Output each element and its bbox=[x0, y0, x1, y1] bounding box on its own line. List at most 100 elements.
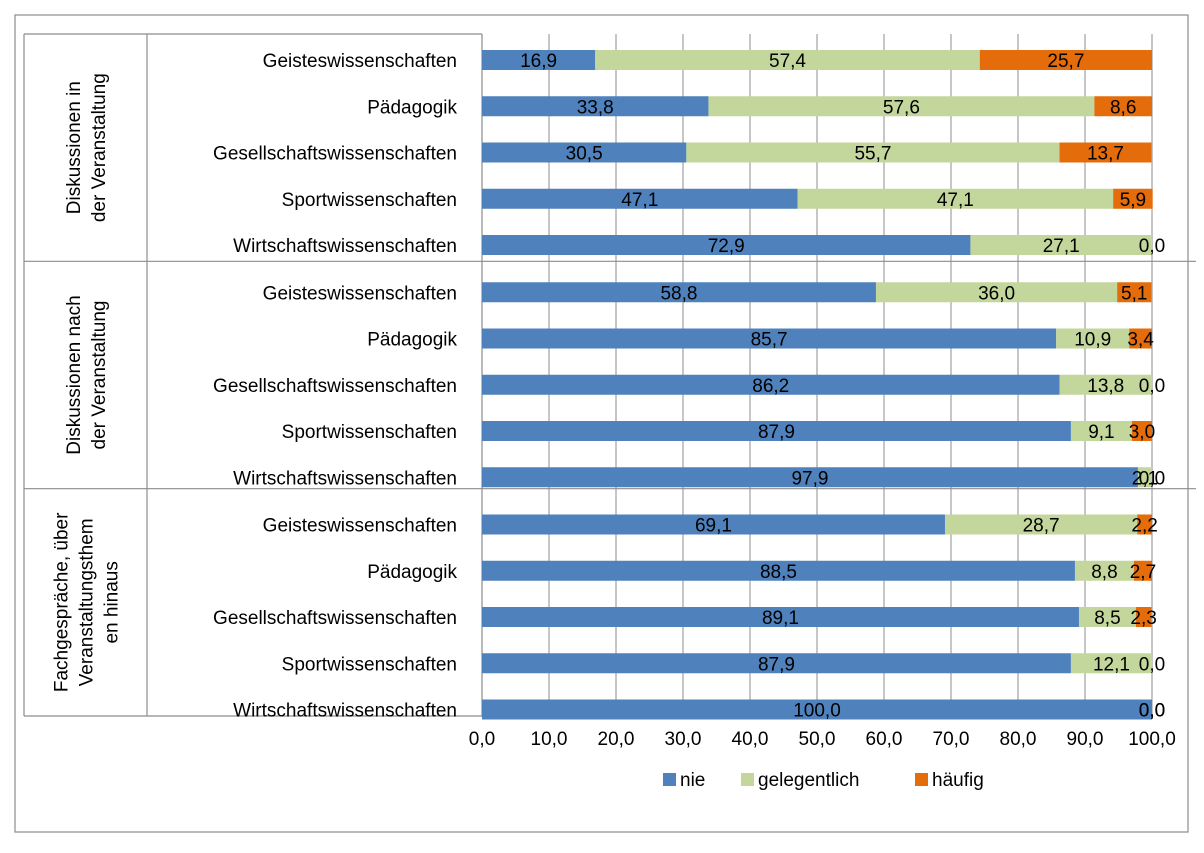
bar-segment-gelegentlich bbox=[797, 188, 1114, 209]
data-label: 55,7 bbox=[854, 144, 891, 165]
category-label: Sportwissenschaften bbox=[282, 654, 457, 675]
data-label: 72,9 bbox=[708, 236, 745, 257]
legend-swatch-gelegentlich bbox=[741, 773, 754, 786]
data-label: 0,0 bbox=[1139, 701, 1165, 722]
group-label: Fachgespräche, über bbox=[52, 512, 73, 692]
x-tick-label: 100,0 bbox=[1128, 729, 1176, 750]
data-label: 57,6 bbox=[883, 97, 920, 118]
bar-segment-häufig bbox=[1094, 96, 1152, 117]
data-label: 100,0 bbox=[793, 701, 841, 722]
group-label: der Veranstaltung bbox=[89, 301, 110, 450]
group-label: Veranstaltungsthem bbox=[77, 518, 98, 686]
data-label: 8,8 bbox=[1091, 562, 1117, 583]
bar-segment-gelegentlich bbox=[944, 514, 1138, 535]
data-label: 5,1 bbox=[1121, 283, 1147, 304]
data-label: 0,0 bbox=[1139, 468, 1165, 489]
x-tick-label: 70,0 bbox=[933, 729, 970, 750]
data-label: 13,7 bbox=[1087, 144, 1124, 165]
bar-segment-nie bbox=[482, 514, 945, 535]
legend-label: nie bbox=[680, 770, 705, 791]
x-tick-label: 10,0 bbox=[531, 729, 568, 750]
group-label: Diskussionen in bbox=[64, 81, 85, 214]
bar-segment-nie bbox=[482, 607, 1079, 627]
category-label: Gesellschaftswissenschaften bbox=[213, 608, 457, 629]
bar-segment-gelegentlich bbox=[1078, 607, 1136, 627]
bar-segment-nie bbox=[482, 467, 1138, 488]
data-label: 12,1 bbox=[1093, 654, 1130, 675]
category-label: Geisteswissenschaften bbox=[263, 516, 457, 537]
data-label: 2,3 bbox=[1130, 608, 1156, 629]
bar-segment-häufig bbox=[1131, 421, 1152, 441]
category-label: Sportwissenschaften bbox=[282, 422, 457, 443]
category-label: Gesellschaftswissenschaften bbox=[213, 376, 457, 397]
x-tick-label: 50,0 bbox=[799, 729, 836, 750]
bar-segment-nie bbox=[482, 374, 1060, 395]
data-label: 0,0 bbox=[1139, 701, 1165, 722]
data-label: 10,9 bbox=[1074, 330, 1111, 351]
bar-segment-nie bbox=[482, 699, 1152, 720]
bar-segment-nie bbox=[482, 235, 971, 255]
bar-segment-häufig bbox=[979, 50, 1152, 70]
data-label: 58,8 bbox=[660, 283, 697, 304]
bar-segment-gelegentlich bbox=[1137, 467, 1152, 488]
x-tick-label: 90,0 bbox=[1067, 729, 1104, 750]
bar-segment-nie bbox=[482, 560, 1075, 581]
data-label: 33,8 bbox=[577, 97, 614, 118]
bar-segment-gelegentlich bbox=[875, 282, 1118, 303]
bar-segment-nie bbox=[482, 96, 709, 117]
x-tick-label: 40,0 bbox=[732, 729, 769, 750]
bar-segment-gelegentlich bbox=[595, 50, 980, 70]
data-label: 3,0 bbox=[1129, 422, 1155, 443]
data-label: 87,9 bbox=[758, 422, 795, 443]
data-label: 86,2 bbox=[752, 376, 789, 397]
bar-segment-gelegentlich bbox=[1059, 374, 1152, 395]
category-label: Pädagogik bbox=[367, 562, 457, 583]
data-label: 69,1 bbox=[695, 516, 732, 537]
data-label: 97,9 bbox=[791, 468, 828, 489]
category-label: Geisteswissenschaften bbox=[263, 51, 457, 72]
group-label: Diskussionen nach bbox=[64, 295, 85, 454]
data-label: 0,0 bbox=[1139, 376, 1165, 397]
bar-segment-gelegentlich bbox=[1070, 421, 1132, 441]
bar-segment-nie bbox=[482, 50, 596, 70]
category-label: Pädagogik bbox=[367, 97, 457, 118]
bar-segment-nie bbox=[482, 653, 1071, 674]
data-label: 13,8 bbox=[1087, 376, 1124, 397]
legend-label: häufig bbox=[932, 770, 984, 791]
data-label: 36,0 bbox=[978, 283, 1015, 304]
group-label: der Veranstaltung bbox=[89, 73, 110, 222]
data-label: 47,1 bbox=[937, 190, 974, 211]
x-tick-label: 30,0 bbox=[665, 729, 702, 750]
bar-segment-nie bbox=[482, 421, 1071, 441]
bar-segment-gelegentlich bbox=[1074, 560, 1134, 581]
bar-segment-häufig bbox=[1133, 560, 1152, 581]
data-label: 30,5 bbox=[566, 144, 603, 165]
data-label: 27,1 bbox=[1043, 236, 1080, 257]
data-label: 87,9 bbox=[758, 654, 795, 675]
x-tick-label: 60,0 bbox=[866, 729, 903, 750]
legend-swatch-häufig bbox=[915, 773, 928, 786]
group-label: en hinaus bbox=[102, 561, 123, 643]
category-label: Sportwissenschaften bbox=[282, 190, 457, 211]
legend-swatch-nie bbox=[663, 773, 676, 786]
data-label: 2,7 bbox=[1130, 562, 1156, 583]
bar-segment-gelegentlich bbox=[1070, 653, 1152, 674]
data-label: 2,1 bbox=[1132, 468, 1158, 489]
data-label: 16,9 bbox=[520, 51, 557, 72]
x-tick-label: 0,0 bbox=[469, 729, 495, 750]
x-tick-label: 20,0 bbox=[598, 729, 635, 750]
category-label: Geisteswissenschaften bbox=[263, 283, 457, 304]
data-label: 47,1 bbox=[621, 190, 658, 211]
data-label: 2,2 bbox=[1131, 516, 1157, 537]
data-label: 8,5 bbox=[1094, 608, 1120, 629]
bar-segment-gelegentlich bbox=[708, 96, 1095, 117]
data-label: 3,4 bbox=[1127, 330, 1154, 351]
bar-segment-nie bbox=[482, 282, 876, 303]
category-label: Wirtschaftswissenschaften bbox=[233, 236, 457, 257]
category-label: Pädagogik bbox=[367, 330, 457, 351]
data-label: 0,0 bbox=[1139, 654, 1165, 675]
bar-segment-häufig bbox=[1129, 328, 1152, 349]
data-label: 5,9 bbox=[1120, 190, 1146, 211]
category-label: Wirtschaftswissenschaften bbox=[233, 468, 457, 489]
